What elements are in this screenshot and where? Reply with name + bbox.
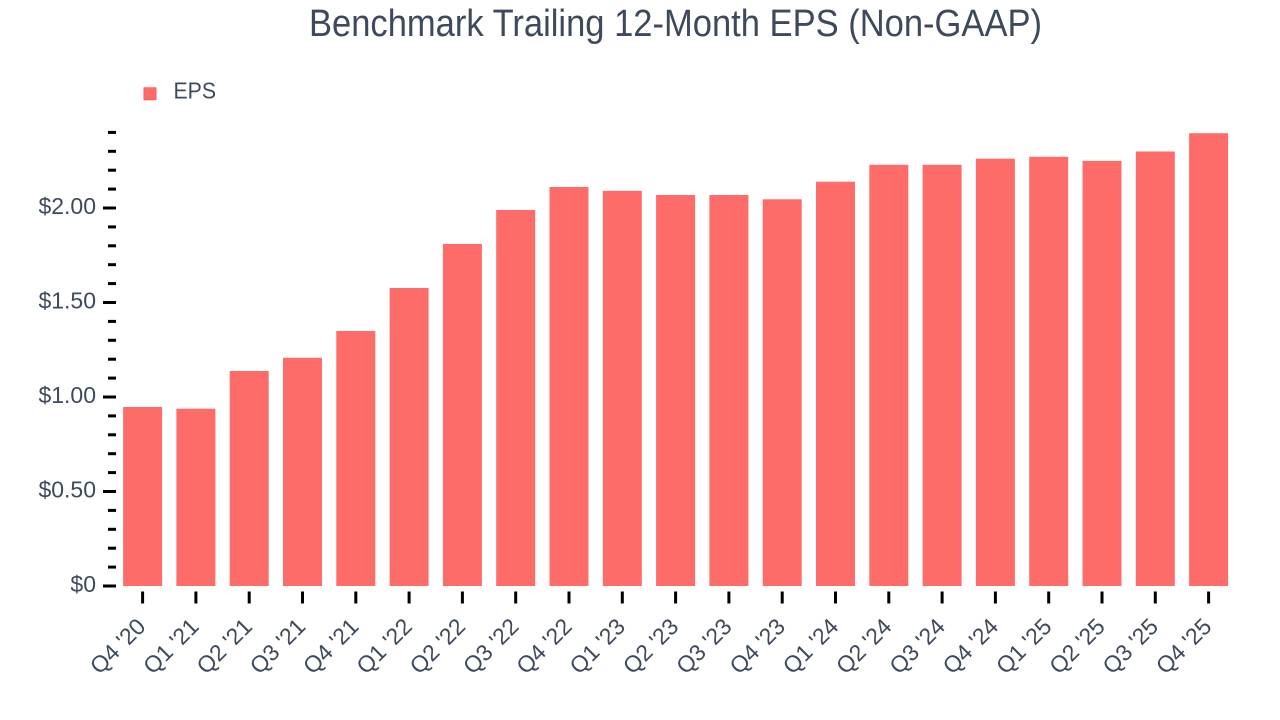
svg-text:Q1 '23: Q1 '23 [564,613,630,679]
svg-text:Q3 '24: Q3 '24 [884,613,950,679]
svg-text:Q2 '25: Q2 '25 [1044,613,1110,679]
svg-text:Q2 '21: Q2 '21 [191,613,257,679]
svg-text:Q2 '24: Q2 '24 [831,613,897,679]
svg-text:$1.00: $1.00 [38,382,96,408]
svg-text:Q4 '22: Q4 '22 [511,613,577,679]
svg-text:EPS: EPS [174,78,217,104]
svg-text:Q1 '24: Q1 '24 [778,613,844,679]
svg-text:Q4 '25: Q4 '25 [1151,613,1217,679]
svg-text:Q2 '22: Q2 '22 [404,613,470,679]
svg-text:Q4 '20: Q4 '20 [85,613,151,679]
svg-text:Q1 '25: Q1 '25 [991,613,1057,679]
svg-text:Q1 '21: Q1 '21 [138,613,204,679]
svg-text:Q3 '25: Q3 '25 [1097,613,1163,679]
svg-text:$0: $0 [70,571,96,597]
svg-text:Q3 '21: Q3 '21 [245,613,311,679]
svg-text:$2.00: $2.00 [38,193,96,219]
svg-text:Q3 '22: Q3 '22 [458,613,524,679]
svg-text:Q4 '24: Q4 '24 [937,613,1003,679]
svg-text:Q1 '22: Q1 '22 [351,613,417,679]
svg-text:$1.50: $1.50 [38,287,96,313]
svg-text:Q4 '23: Q4 '23 [724,613,790,679]
svg-text:Q4 '21: Q4 '21 [298,613,364,679]
svg-text:$0.50: $0.50 [38,476,96,502]
svg-text:Benchmark Trailing 12-Month EP: Benchmark Trailing 12-Month EPS (Non-GAA… [309,3,1042,45]
svg-text:Q2 '23: Q2 '23 [618,613,684,679]
svg-text:Q3 '23: Q3 '23 [671,613,737,679]
